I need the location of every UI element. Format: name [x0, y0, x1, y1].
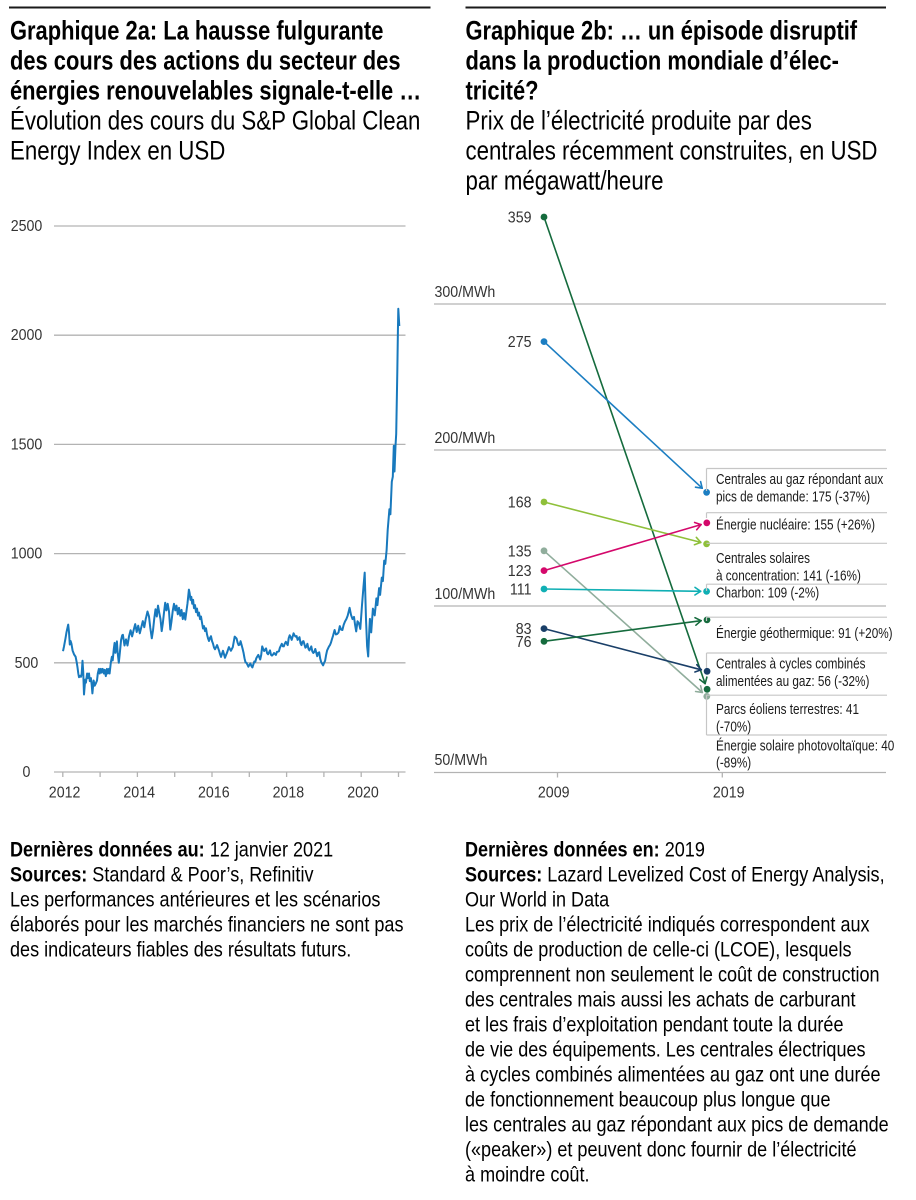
- svg-text:Dernières données en:: Dernières données en:: [465, 838, 660, 862]
- svg-text:Sources:: Sources:: [465, 863, 542, 887]
- svg-text:par mégawatt/heure: par mégawatt/heure: [466, 166, 664, 196]
- svg-text:111: 111: [510, 582, 532, 599]
- svg-text:2019: 2019: [713, 785, 745, 802]
- svg-text:de fonctionnement beaucoup plu: de fonctionnement beaucoup plus longue q…: [465, 1088, 831, 1112]
- svg-text:168: 168: [508, 495, 532, 512]
- svg-text:2018: 2018: [273, 785, 305, 802]
- svg-text:123: 123: [508, 563, 532, 580]
- svg-text:Our World in Data: Our World in Data: [465, 888, 609, 912]
- svg-text:2020: 2020: [347, 785, 379, 802]
- svg-text:2000: 2000: [11, 327, 43, 344]
- svg-text:135: 135: [508, 543, 532, 560]
- svg-text:1500: 1500: [11, 436, 43, 453]
- svg-text:énergies renouvelables signale: énergies renouvelables signale-t-elle …: [10, 76, 421, 106]
- svg-text:à concentration: 141 (-16%): à concentration: 141 (-16%): [716, 569, 861, 585]
- svg-text:Évolution des cours du S&P Glo: Évolution des cours du S&P Global Clean: [10, 106, 420, 136]
- svg-text:de vie des équipements. Les ce: de vie des équipements. Les centrales él…: [465, 1038, 866, 1062]
- svg-text:centrales récemment construite: centrales récemment construites, en USD: [466, 136, 878, 166]
- svg-text:des centrales mais aussi les a: des centrales mais aussi les achats de c…: [465, 988, 856, 1012]
- svg-text:2500: 2500: [11, 218, 43, 235]
- svg-text:Énergie solaire photovoltaïque: Énergie solaire photovoltaïque: 40: [716, 738, 894, 755]
- svg-text:(-89%): (-89%): [716, 756, 751, 772]
- svg-text:83: 83: [516, 621, 532, 638]
- svg-text:359: 359: [508, 209, 532, 226]
- svg-text:Énergie nucléaire: 155 (+26%): Énergie nucléaire: 155 (+26%): [716, 517, 875, 534]
- svg-text:et les frais d’exploitation pe: et les frais d’exploitation pendant tout…: [465, 1013, 844, 1037]
- svg-text:Prix de l’électricité produite: Prix de l’électricité produite par des: [466, 106, 812, 136]
- svg-text:2016: 2016: [198, 785, 230, 802]
- svg-text:Centrales solaires: Centrales solaires: [716, 551, 810, 567]
- svg-text:Centrales à cycles combinés: Centrales à cycles combinés: [716, 657, 866, 673]
- svg-text:Sources:: Sources:: [10, 863, 87, 887]
- svg-text:Lazard Levelized Cost of Energ: Lazard Levelized Cost of Energy Analysis…: [547, 863, 884, 887]
- svg-text:(-70%): (-70%): [716, 720, 751, 736]
- svg-text:2019: 2019: [665, 838, 705, 862]
- svg-text:les centrales au gaz répondant: les centrales au gaz répondant aux pics …: [465, 1113, 889, 1137]
- svg-text:500: 500: [15, 655, 39, 672]
- svg-text:Dernières données au:: Dernières données au:: [10, 838, 205, 862]
- svg-text:100/MWh: 100/MWh: [435, 586, 496, 603]
- svg-text:Centrales au gaz répondant aux: Centrales au gaz répondant aux: [716, 472, 884, 488]
- svg-text:Graphique 2b: … un épisode dis: Graphique 2b: … un épisode disruptif: [466, 16, 858, 46]
- svg-text:300/MWh: 300/MWh: [435, 284, 496, 301]
- svg-text:tricité?: tricité?: [466, 76, 539, 106]
- svg-text:275: 275: [508, 334, 532, 351]
- svg-text:à cycles combinés alimentées a: à cycles combinés alimentées au gaz ont …: [465, 1063, 881, 1087]
- svg-text:dans la production mondiale d’: dans la production mondiale d’élec-: [466, 46, 839, 76]
- svg-text:Energy Index en USD: Energy Index en USD: [10, 136, 225, 166]
- svg-text:12 janvier 2021: 12 janvier 2021: [210, 838, 334, 862]
- svg-text:à moindre coût.: à moindre coût.: [465, 1163, 590, 1187]
- svg-text:Parcs éoliens terrestres: 41: Parcs éoliens terrestres: 41: [716, 702, 859, 718]
- svg-text:76: 76: [516, 634, 532, 651]
- svg-text:des indicateurs fiables des ré: des indicateurs fiables des résultats fu…: [10, 938, 351, 962]
- svg-text:1000: 1000: [11, 546, 43, 563]
- svg-text:des cours des actions du secte: des cours des actions du secteur des: [10, 46, 401, 76]
- svg-text:Charbon: 109 (-2%): Charbon: 109 (-2%): [716, 586, 819, 602]
- svg-text:Énergie géothermique: 91 (+20%: Énergie géothermique: 91 (+20%): [716, 625, 893, 642]
- svg-text:200/MWh: 200/MWh: [435, 430, 496, 447]
- svg-text:Les performances antérieures e: Les performances antérieures et les scén…: [10, 888, 380, 912]
- svg-text:élaborés pour les marchés fina: élaborés pour les marchés financiers ne …: [10, 913, 404, 937]
- svg-text:pics de demande: 175 (-37%): pics de demande: 175 (-37%): [716, 490, 870, 506]
- svg-text:2009: 2009: [538, 785, 570, 802]
- svg-text:(«peaker») et peuvent donc fou: («peaker») et peuvent donc fournir de l’…: [465, 1138, 857, 1162]
- svg-text:50/MWh: 50/MWh: [435, 752, 488, 769]
- svg-text:2012: 2012: [49, 785, 81, 802]
- svg-text:Graphique 2a: La hausse fulgur: Graphique 2a: La hausse fulgurante: [10, 16, 383, 46]
- svg-text:Les prix de l’électricité indi: Les prix de l’électricité indiqués corre…: [465, 913, 870, 937]
- svg-text:alimentées au gaz: 56 (-32%): alimentées au gaz: 56 (-32%): [716, 674, 869, 690]
- svg-text:0: 0: [23, 764, 31, 781]
- svg-text:comprennent non seulement le c: comprennent non seulement le coût de con…: [465, 963, 880, 987]
- svg-text:2014: 2014: [123, 785, 155, 802]
- svg-text:coûts de production de celle-c: coûts de production de celle-ci (LCOE), …: [465, 938, 852, 962]
- svg-text:Standard & Poor’s, Refinitiv: Standard & Poor’s, Refinitiv: [92, 863, 313, 887]
